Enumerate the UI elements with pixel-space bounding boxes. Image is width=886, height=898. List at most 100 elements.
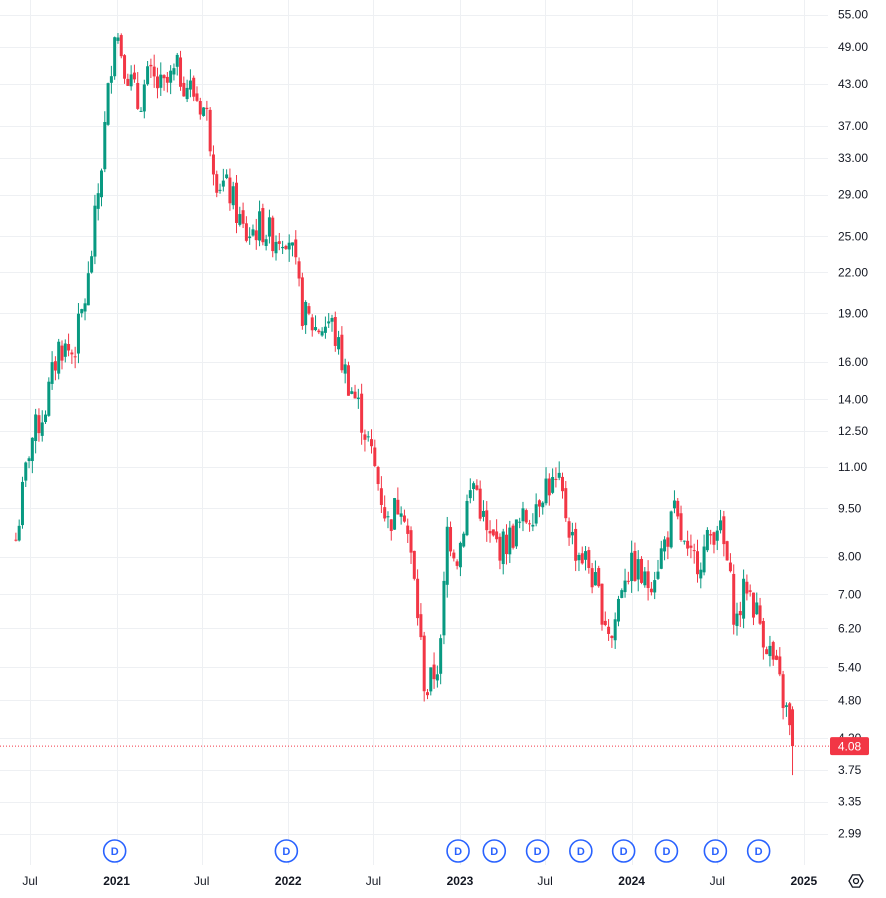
dividend-marker[interactable]: D — [611, 839, 636, 863]
x-tick-label: 2024 — [618, 874, 645, 888]
dividend-marker[interactable]: D — [446, 839, 470, 863]
candle-body — [419, 614, 423, 638]
dividend-marker-label: D — [577, 846, 585, 858]
candle-body — [17, 525, 21, 541]
candle-body — [416, 578, 420, 619]
candle-body — [346, 365, 350, 396]
candle-body — [620, 590, 624, 598]
dividend-marker[interactable]: D — [102, 839, 127, 863]
candle-body — [155, 76, 159, 89]
candle-body — [53, 361, 57, 371]
dividend-marker-circle — [446, 839, 470, 863]
x-tick-label: Jul — [537, 874, 552, 888]
candle-body — [208, 109, 212, 152]
dividend-marker[interactable]: D — [746, 839, 771, 863]
candle-body — [623, 580, 627, 593]
candle-body — [119, 35, 123, 57]
candle-body — [472, 483, 476, 490]
dividend-marker-label: D — [620, 846, 628, 858]
candle-body — [27, 458, 31, 462]
candle-body — [185, 87, 189, 100]
candle-body — [481, 511, 485, 517]
candle-body — [672, 500, 676, 509]
candle-body — [202, 107, 206, 116]
time-axis[interactable]: Jul 2021 Jul 2022 Jul 2023 Jul 2024 Jul 2025 — [22, 874, 817, 888]
candle-body — [231, 186, 235, 206]
candle-body — [103, 122, 107, 170]
candle-body — [521, 508, 525, 522]
candle-body — [570, 531, 574, 536]
candle-body — [281, 246, 285, 249]
candle-body — [580, 553, 584, 564]
gear-icon[interactable] — [848, 874, 864, 888]
candle-body — [537, 500, 541, 507]
dividend-marker-circle — [274, 839, 299, 863]
x-tick-label: Jul — [710, 874, 725, 888]
candle-body — [409, 530, 413, 553]
candle-body — [129, 74, 133, 87]
candle-body — [159, 74, 163, 88]
candle-body — [425, 692, 429, 696]
candle-body — [30, 437, 34, 462]
candle-body — [551, 477, 555, 493]
dividend-marker-label: D — [111, 846, 119, 858]
price-axis[interactable]: 55.00 49.00 43.00 37.00 33.00 29.00 25.00 22.00… — [838, 8, 868, 841]
dividend-marker[interactable]: D — [569, 839, 593, 863]
candle-body — [429, 667, 433, 692]
dividend-marker[interactable]: D — [525, 839, 550, 863]
candle-body — [393, 498, 397, 530]
candle-body — [699, 569, 703, 579]
candle-body — [356, 397, 360, 400]
candle-body — [574, 528, 578, 561]
candle-body — [323, 326, 327, 333]
y-tick-label: 22.00 — [838, 265, 868, 279]
candle-body — [761, 621, 765, 648]
candle-body — [126, 78, 130, 86]
candle-body — [241, 210, 245, 224]
dividend-marker-circle — [746, 839, 771, 863]
dividend-marker-label: D — [282, 846, 290, 858]
candle-body — [738, 611, 742, 616]
x-tick-label: 2021 — [103, 874, 130, 888]
y-tick-label: 25.00 — [838, 229, 868, 243]
candle-body — [676, 500, 680, 517]
candle-body — [73, 356, 77, 358]
y-tick-label: 16.00 — [838, 355, 868, 369]
candle-body — [221, 180, 225, 187]
candle-body — [182, 82, 186, 97]
candle-body — [758, 605, 762, 624]
candle-body — [755, 602, 759, 615]
dividend-marker[interactable]: D — [703, 839, 728, 863]
candle-body — [340, 334, 344, 371]
candle-body — [327, 321, 331, 324]
dividend-marker-circle — [102, 839, 127, 863]
dividend-marker-label: D — [534, 846, 542, 858]
candle-body — [689, 545, 693, 548]
candle-body — [132, 72, 136, 80]
candle-body — [445, 526, 449, 585]
candle-body — [567, 521, 571, 538]
candle-body — [666, 537, 670, 547]
candle-body — [771, 642, 775, 660]
candle-body — [468, 490, 472, 499]
candle-body — [478, 488, 482, 519]
dividend-marker[interactable]: D — [274, 839, 299, 863]
dividend-marker[interactable]: D — [654, 839, 679, 863]
dividend-marker[interactable]: D — [482, 839, 507, 863]
candle-body — [590, 568, 594, 588]
last-price-badge — [830, 737, 869, 756]
y-tick-label: 5.40 — [838, 660, 862, 674]
candle-body — [353, 391, 357, 399]
candle-body — [682, 540, 686, 542]
candle-body — [83, 303, 87, 312]
candle-body — [524, 510, 528, 523]
candle-body — [695, 551, 699, 575]
candle-body — [195, 93, 199, 101]
candle-body — [626, 580, 630, 582]
candle-body — [544, 478, 548, 504]
last-price-tag: 4.08 — [830, 737, 869, 756]
candle-body — [465, 500, 469, 536]
